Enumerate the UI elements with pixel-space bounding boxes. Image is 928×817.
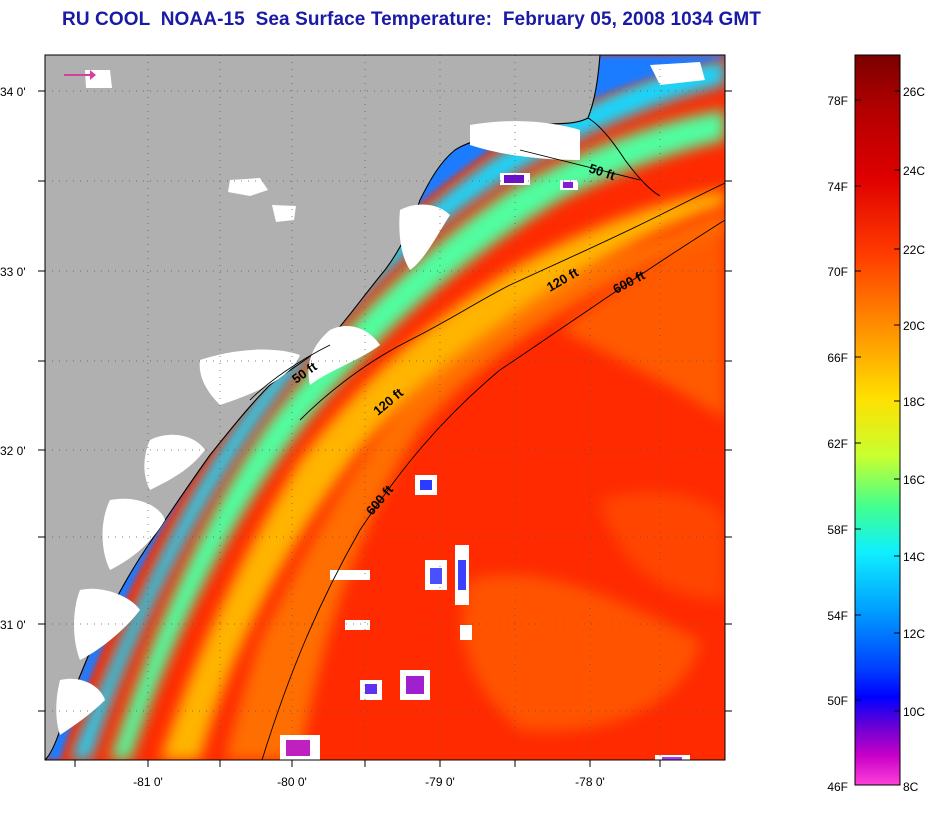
cbar-c-8: 8C <box>903 780 919 794</box>
arrow-icon <box>64 70 96 80</box>
cbar-f-46: 46F <box>827 780 848 794</box>
cape-fear-shoal <box>587 117 661 197</box>
cloud-spots <box>280 173 690 760</box>
map-title: RU COOL NOAA-15 Sea Surface Temperature:… <box>62 9 761 30</box>
color-bar-gradient <box>854 54 901 786</box>
contour-600ft-line <box>261 219 725 760</box>
plot-frame <box>44 54 726 761</box>
lat-label-33: 33 0' <box>0 265 26 279</box>
contour-50ft-line-north <box>519 149 641 181</box>
cbar-f-78: 78F <box>827 94 848 108</box>
lat-label-31: 31 0' <box>0 618 26 632</box>
cbar-f-62: 62F <box>827 437 848 451</box>
cbar-f-66: 66F <box>827 351 848 365</box>
cbar-c-20: 20C <box>903 319 925 333</box>
cbar-f-58: 58F <box>827 523 848 537</box>
lon-label-78: -78 0' <box>575 775 605 789</box>
lon-label-79: -79 0' <box>425 775 455 789</box>
cbar-f-74: 74F <box>827 180 848 194</box>
cbar-f-54: 54F <box>827 609 848 623</box>
cbar-f-70: 70F <box>827 265 848 279</box>
cbar-c-24: 24C <box>903 164 925 178</box>
land-mass <box>45 55 600 760</box>
cbar-c-26: 26C <box>903 85 925 99</box>
cbar-c-18: 18C <box>903 395 925 409</box>
axis-ticks <box>38 90 732 767</box>
cbar-c-12: 12C <box>903 627 925 641</box>
cloud-patches <box>56 62 705 735</box>
lon-label-80: -80 0' <box>277 775 307 789</box>
lon-label-81: -81 0' <box>133 775 163 789</box>
cbar-c-22: 22C <box>903 243 925 257</box>
contour-50ft-line <box>249 344 331 401</box>
cbar-c-10: 10C <box>903 705 925 719</box>
cbar-c-14: 14C <box>903 550 925 564</box>
color-bar: 78F 74F 70F 66F 62F 58F 54F 50F 46F 26C … <box>827 54 925 794</box>
contour-120ft-line <box>299 182 725 421</box>
lat-label-32: 32 0' <box>0 444 26 458</box>
cbar-c-16: 16C <box>903 473 925 487</box>
cbar-f-50: 50F <box>827 694 848 708</box>
lat-label-34: 34 0' <box>0 85 26 99</box>
sst-image: 50 ft 50 ft 120 ft 120 ft 600 ft 600 ft <box>45 55 725 760</box>
